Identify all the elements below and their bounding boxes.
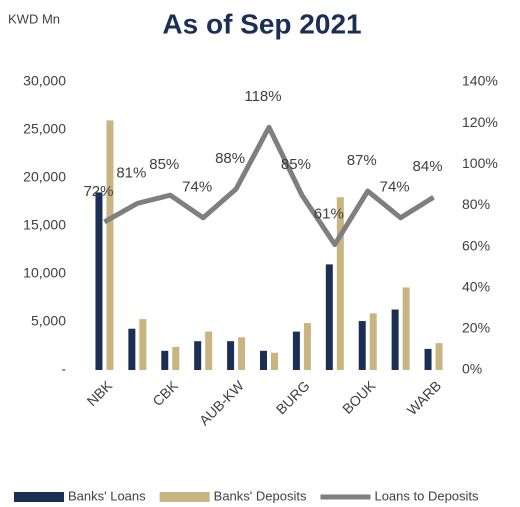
data-label: 88% bbox=[215, 150, 245, 167]
bar bbox=[271, 352, 278, 370]
legend-label: Loans to Deposits bbox=[374, 488, 479, 503]
data-label: 61% bbox=[314, 205, 344, 222]
y-tick-label: 15,000 bbox=[23, 217, 66, 233]
x-tick-label: WARB bbox=[404, 377, 445, 418]
bar bbox=[238, 337, 246, 370]
bar bbox=[139, 319, 147, 370]
bar bbox=[303, 322, 311, 370]
y2-tick-label: 40% bbox=[462, 278, 490, 294]
y-axis-label: KWD Mn bbox=[8, 11, 60, 26]
data-label: 87% bbox=[347, 152, 377, 169]
y2-tick-label: 100% bbox=[462, 155, 498, 171]
x-tick-label: AUB-KW bbox=[196, 377, 247, 428]
bar bbox=[172, 346, 180, 370]
y2-tick-label: 80% bbox=[462, 196, 490, 212]
data-label: 72% bbox=[83, 183, 113, 200]
data-label: 85% bbox=[149, 156, 179, 173]
x-tick-label: BOUK bbox=[339, 377, 379, 417]
y2-tick-label: 60% bbox=[462, 237, 490, 253]
bar bbox=[227, 341, 235, 370]
bar bbox=[128, 328, 136, 370]
y2-tick-label: 0% bbox=[462, 361, 482, 377]
bar bbox=[336, 197, 344, 370]
bar bbox=[292, 331, 300, 370]
y-tick-label: 5,000 bbox=[31, 313, 66, 329]
bar bbox=[106, 120, 114, 371]
data-label: 74% bbox=[380, 179, 410, 196]
y2-tick-label: 20% bbox=[462, 320, 490, 336]
x-tick-label: NBK bbox=[84, 377, 116, 409]
bar bbox=[369, 313, 377, 370]
y-tick-label: 20,000 bbox=[23, 169, 66, 185]
legend-swatch bbox=[159, 492, 210, 502]
bar bbox=[194, 341, 202, 370]
legend-swatch bbox=[14, 492, 64, 502]
legend-label: Banks' Loans bbox=[68, 488, 146, 503]
y2-tick-label: 120% bbox=[462, 114, 498, 130]
bar bbox=[435, 343, 443, 370]
y-tick-label: 30,000 bbox=[23, 73, 66, 89]
data-label: 84% bbox=[413, 158, 443, 175]
x-tick-label: BURG bbox=[273, 377, 313, 417]
data-label: 81% bbox=[116, 164, 146, 181]
y2-tick-label: 140% bbox=[462, 73, 498, 89]
bar bbox=[391, 309, 399, 370]
bar bbox=[358, 321, 366, 370]
bar bbox=[161, 350, 169, 370]
bar bbox=[402, 287, 410, 370]
y-tick-label: 10,000 bbox=[23, 265, 66, 281]
data-label: 118% bbox=[244, 88, 281, 105]
bar bbox=[260, 350, 267, 370]
legend-label: Banks' Deposits bbox=[214, 488, 307, 503]
data-label: 85% bbox=[281, 156, 311, 173]
bar bbox=[424, 348, 432, 370]
data-label: 74% bbox=[182, 179, 212, 196]
bar bbox=[325, 264, 333, 370]
line bbox=[103, 124, 435, 248]
x-tick-label: CBK bbox=[149, 377, 181, 409]
bar bbox=[95, 192, 103, 370]
y-tick-label: - bbox=[61, 361, 66, 377]
bar bbox=[205, 331, 213, 370]
chart-title: As of Sep 2021 bbox=[162, 8, 361, 39]
y-tick-label: 25,000 bbox=[23, 121, 66, 137]
